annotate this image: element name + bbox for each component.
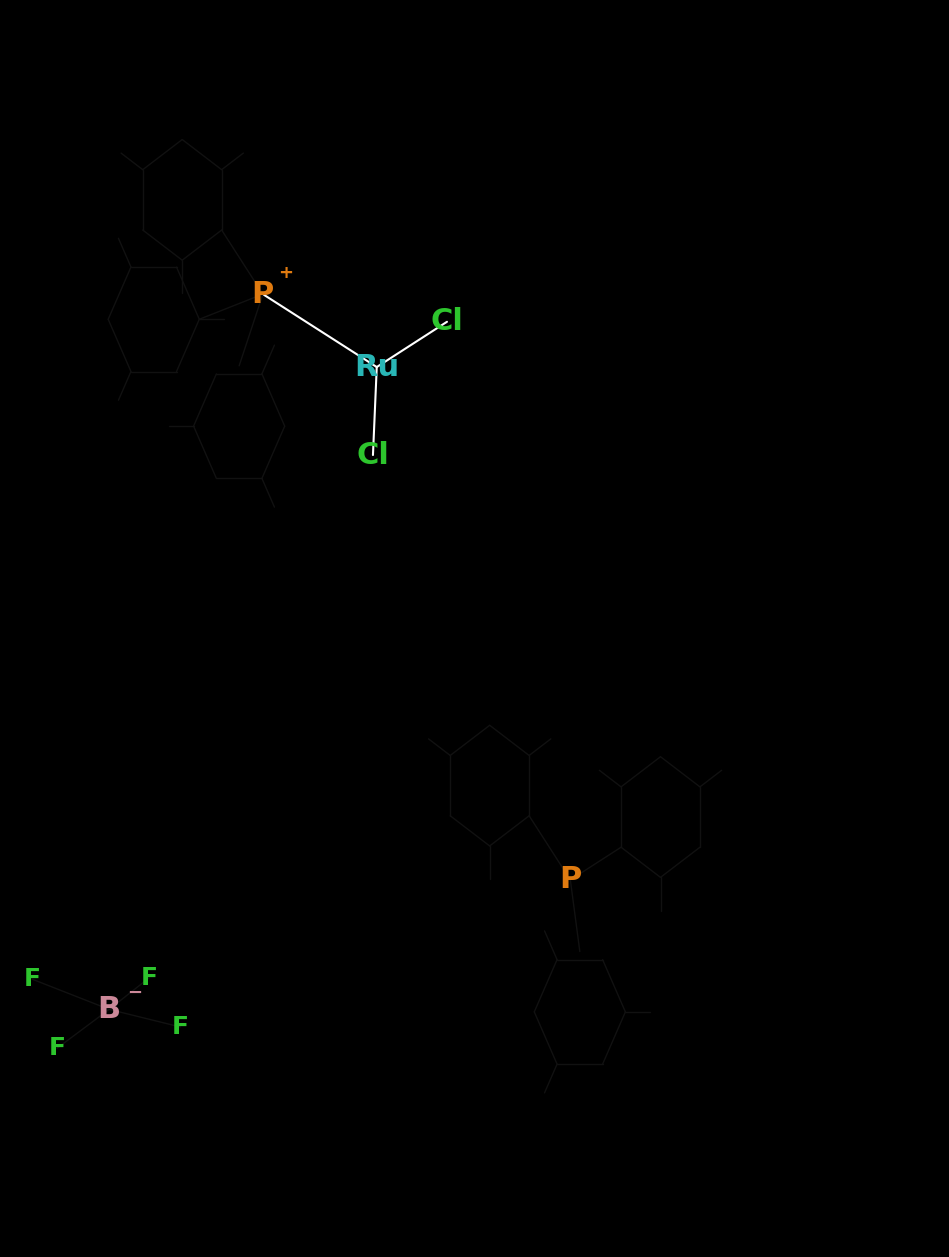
Text: F: F: [140, 965, 158, 991]
Text: F: F: [24, 967, 41, 992]
Text: Ru: Ru: [354, 352, 400, 382]
Text: B: B: [98, 994, 121, 1024]
Text: −: −: [127, 984, 142, 1002]
Text: Cl: Cl: [431, 307, 463, 337]
Text: P: P: [251, 279, 274, 309]
Text: F: F: [172, 1014, 189, 1040]
Text: P: P: [559, 865, 582, 895]
Text: F: F: [48, 1036, 65, 1061]
Text: +: +: [278, 264, 293, 282]
Text: Cl: Cl: [357, 440, 389, 470]
